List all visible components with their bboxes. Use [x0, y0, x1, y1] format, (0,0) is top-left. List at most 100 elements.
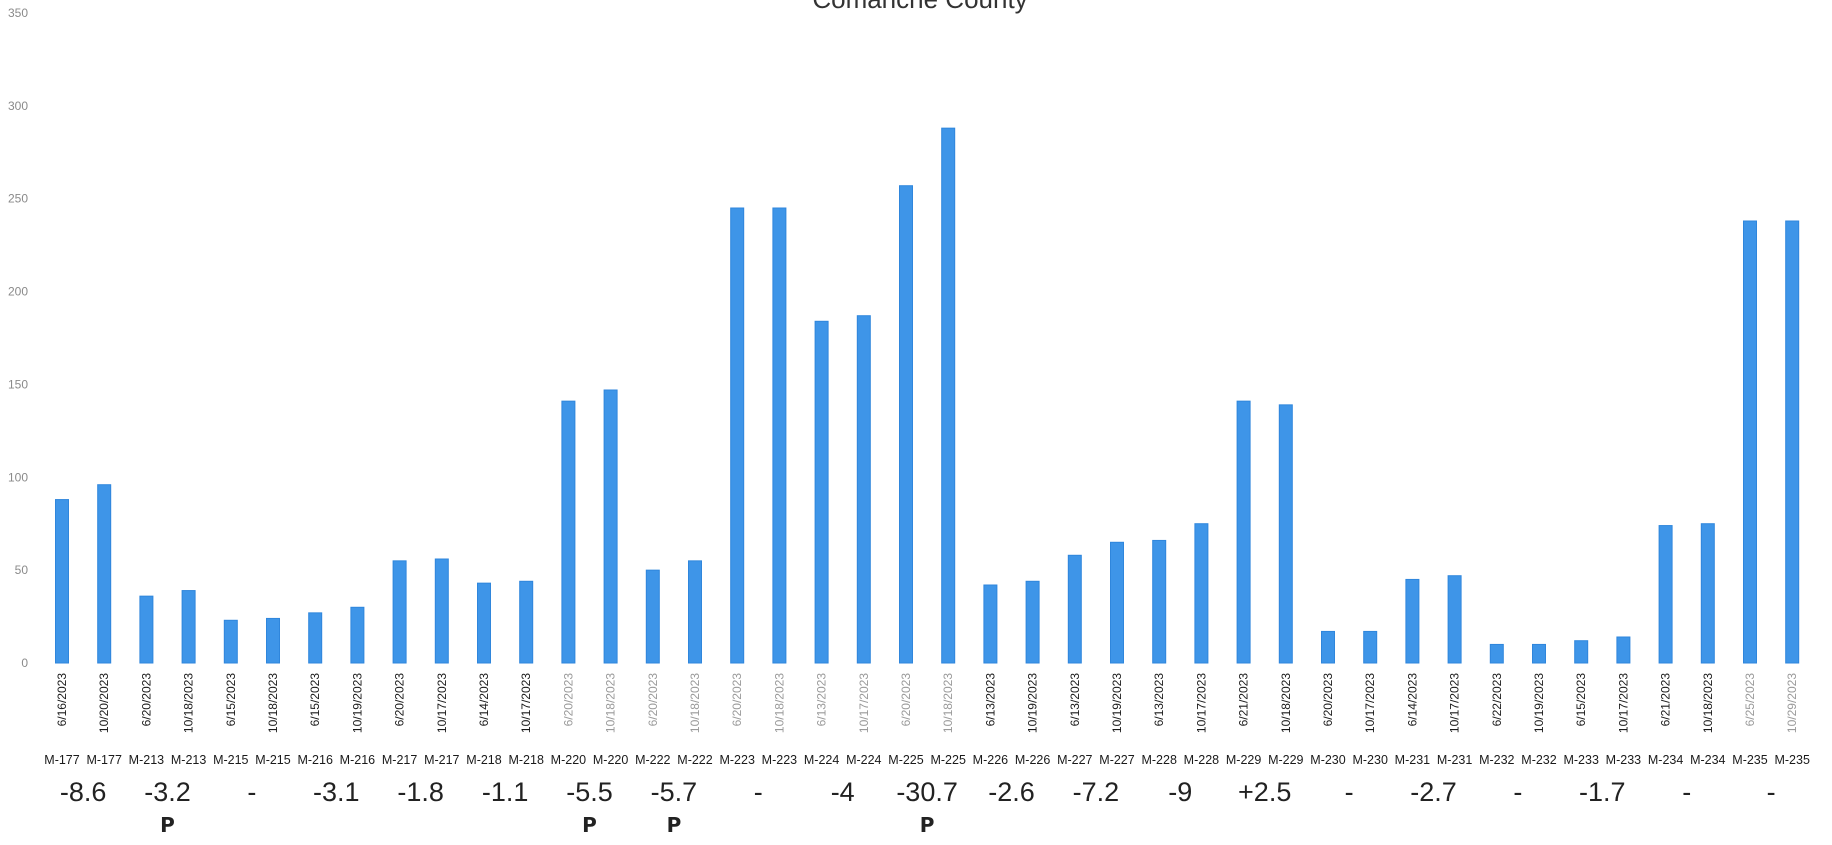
bar: [1236, 400, 1251, 664]
bar: [139, 595, 154, 664]
bar: [730, 207, 745, 664]
site-tick-label: M-234: [1648, 753, 1683, 767]
change-value-label: -1.7: [1579, 777, 1626, 807]
date-tick-label: 10/18/2023: [604, 673, 618, 733]
change-value-label: -7.2: [1073, 777, 1120, 807]
bar: [392, 560, 407, 664]
bar: [1363, 630, 1378, 664]
date-tick-label: 10/18/2023: [1279, 673, 1293, 733]
bar: [308, 612, 323, 664]
chart-title: Comanche County: [812, 0, 1027, 14]
y-tick-label: 50: [15, 563, 29, 577]
site-tick-label: M-226: [973, 753, 1008, 767]
date-tick-label: 10/18/2023: [772, 673, 786, 733]
bar: [1110, 541, 1124, 664]
date-tick-label: 10/18/2023: [688, 673, 702, 733]
date-tick-label: 6/20/2023: [393, 673, 407, 727]
change-value-label: -3.2: [144, 777, 191, 807]
change-value-label: -30.7: [896, 777, 958, 807]
date-tick-label: 10/17/2023: [435, 673, 449, 733]
p-marker-label: P: [667, 813, 682, 837]
date-tick-label: 10/19/2023: [1110, 673, 1124, 733]
site-tick-label: M-218: [508, 753, 543, 767]
date-tick-label: 6/14/2023: [1405, 673, 1419, 727]
date-tick-label: 6/20/2023: [899, 673, 913, 727]
site-tick-label: M-213: [129, 753, 164, 767]
site-labels: M-177 M-177 M-213 M-213 M-215 M-215 M-216 M-216…: [44, 753, 1810, 767]
change-value-label: -: [247, 777, 256, 807]
date-tick-label: 6/25/2023: [1743, 673, 1757, 727]
site-tick-label: M-223: [762, 753, 797, 767]
change-value-label: -5.5: [566, 777, 613, 807]
date-tick-label: 6/14/2023: [477, 673, 491, 727]
date-tick-label: 10/18/2023: [182, 673, 196, 733]
bar: [603, 389, 618, 664]
bar-series: [55, 127, 1800, 664]
bar: [1278, 404, 1293, 664]
bar: [1658, 525, 1673, 664]
date-tick-label: 6/13/2023: [815, 673, 829, 727]
change-value-label: -8.6: [60, 777, 107, 807]
bar: [941, 127, 956, 664]
bar: [1025, 580, 1040, 664]
date-tick-label: 6/20/2023: [139, 673, 153, 727]
site-tick-label: M-216: [297, 753, 332, 767]
site-tick-label: M-226: [1015, 753, 1050, 767]
bar: [688, 560, 702, 664]
change-value-label: -9: [1168, 777, 1192, 807]
change-value-label: -2.6: [988, 777, 1035, 807]
y-tick-label: 200: [8, 285, 28, 299]
bar: [1574, 640, 1589, 664]
bar: [55, 499, 69, 664]
site-tick-label: M-225: [930, 753, 965, 767]
site-tick-label: M-177: [44, 753, 79, 767]
site-tick-label: M-233: [1606, 753, 1641, 767]
change-value-label: -1.8: [397, 777, 444, 807]
y-tick-label: 150: [8, 377, 28, 391]
date-tick-label: 10/18/2023: [266, 673, 280, 733]
change-value-label: -: [1513, 777, 1522, 807]
date-tick-label: 6/20/2023: [646, 673, 660, 727]
date-tick-label: 10/17/2023: [857, 673, 871, 733]
site-tick-label: M-215: [213, 753, 248, 767]
change-value-label: -: [1682, 777, 1691, 807]
bar: [772, 207, 787, 664]
bar: [1194, 523, 1209, 664]
p-marker-label: P: [920, 813, 935, 837]
p-marker-label: P: [582, 813, 597, 837]
bar: [1785, 220, 1800, 664]
date-tick-label: 6/16/2023: [55, 673, 69, 727]
change-value-label: -1.1: [482, 777, 529, 807]
bar: [1532, 643, 1546, 664]
change-value-label: -: [1345, 777, 1354, 807]
bar: [223, 619, 238, 664]
y-axis: 0 50 100 150 200 250 300 350: [8, 6, 28, 670]
date-tick-label: 6/13/2023: [983, 673, 997, 727]
date-tick-label: 6/20/2023: [1321, 673, 1335, 727]
bar: [1616, 636, 1631, 664]
change-value-label: -4: [831, 777, 855, 807]
date-tick-label: 6/22/2023: [1490, 673, 1504, 727]
change-value-label: -5.7: [651, 777, 698, 807]
site-tick-label: M-223: [719, 753, 754, 767]
site-tick-label: M-222: [635, 753, 670, 767]
site-tick-label: M-230: [1310, 753, 1345, 767]
date-tick-label: 6/15/2023: [308, 673, 322, 727]
bar: [1447, 575, 1462, 664]
p-marker-label: P: [160, 813, 175, 837]
y-tick-label: 350: [8, 6, 28, 20]
site-tick-label: M-232: [1521, 753, 1556, 767]
site-tick-label: M-232: [1479, 753, 1514, 767]
site-tick-label: M-177: [86, 753, 121, 767]
y-tick-label: 250: [8, 192, 28, 206]
bar: [561, 400, 576, 664]
bar: [1321, 630, 1335, 664]
y-tick-label: 0: [21, 656, 28, 670]
bar: [899, 185, 913, 664]
date-tick-label: 10/29/2023: [1785, 673, 1799, 733]
site-tick-label: M-225: [888, 753, 923, 767]
date-tick-label: 10/19/2023: [1026, 673, 1040, 733]
date-tick-label: 6/13/2023: [1152, 673, 1166, 727]
date-tick-label: 6/15/2023: [224, 673, 238, 727]
